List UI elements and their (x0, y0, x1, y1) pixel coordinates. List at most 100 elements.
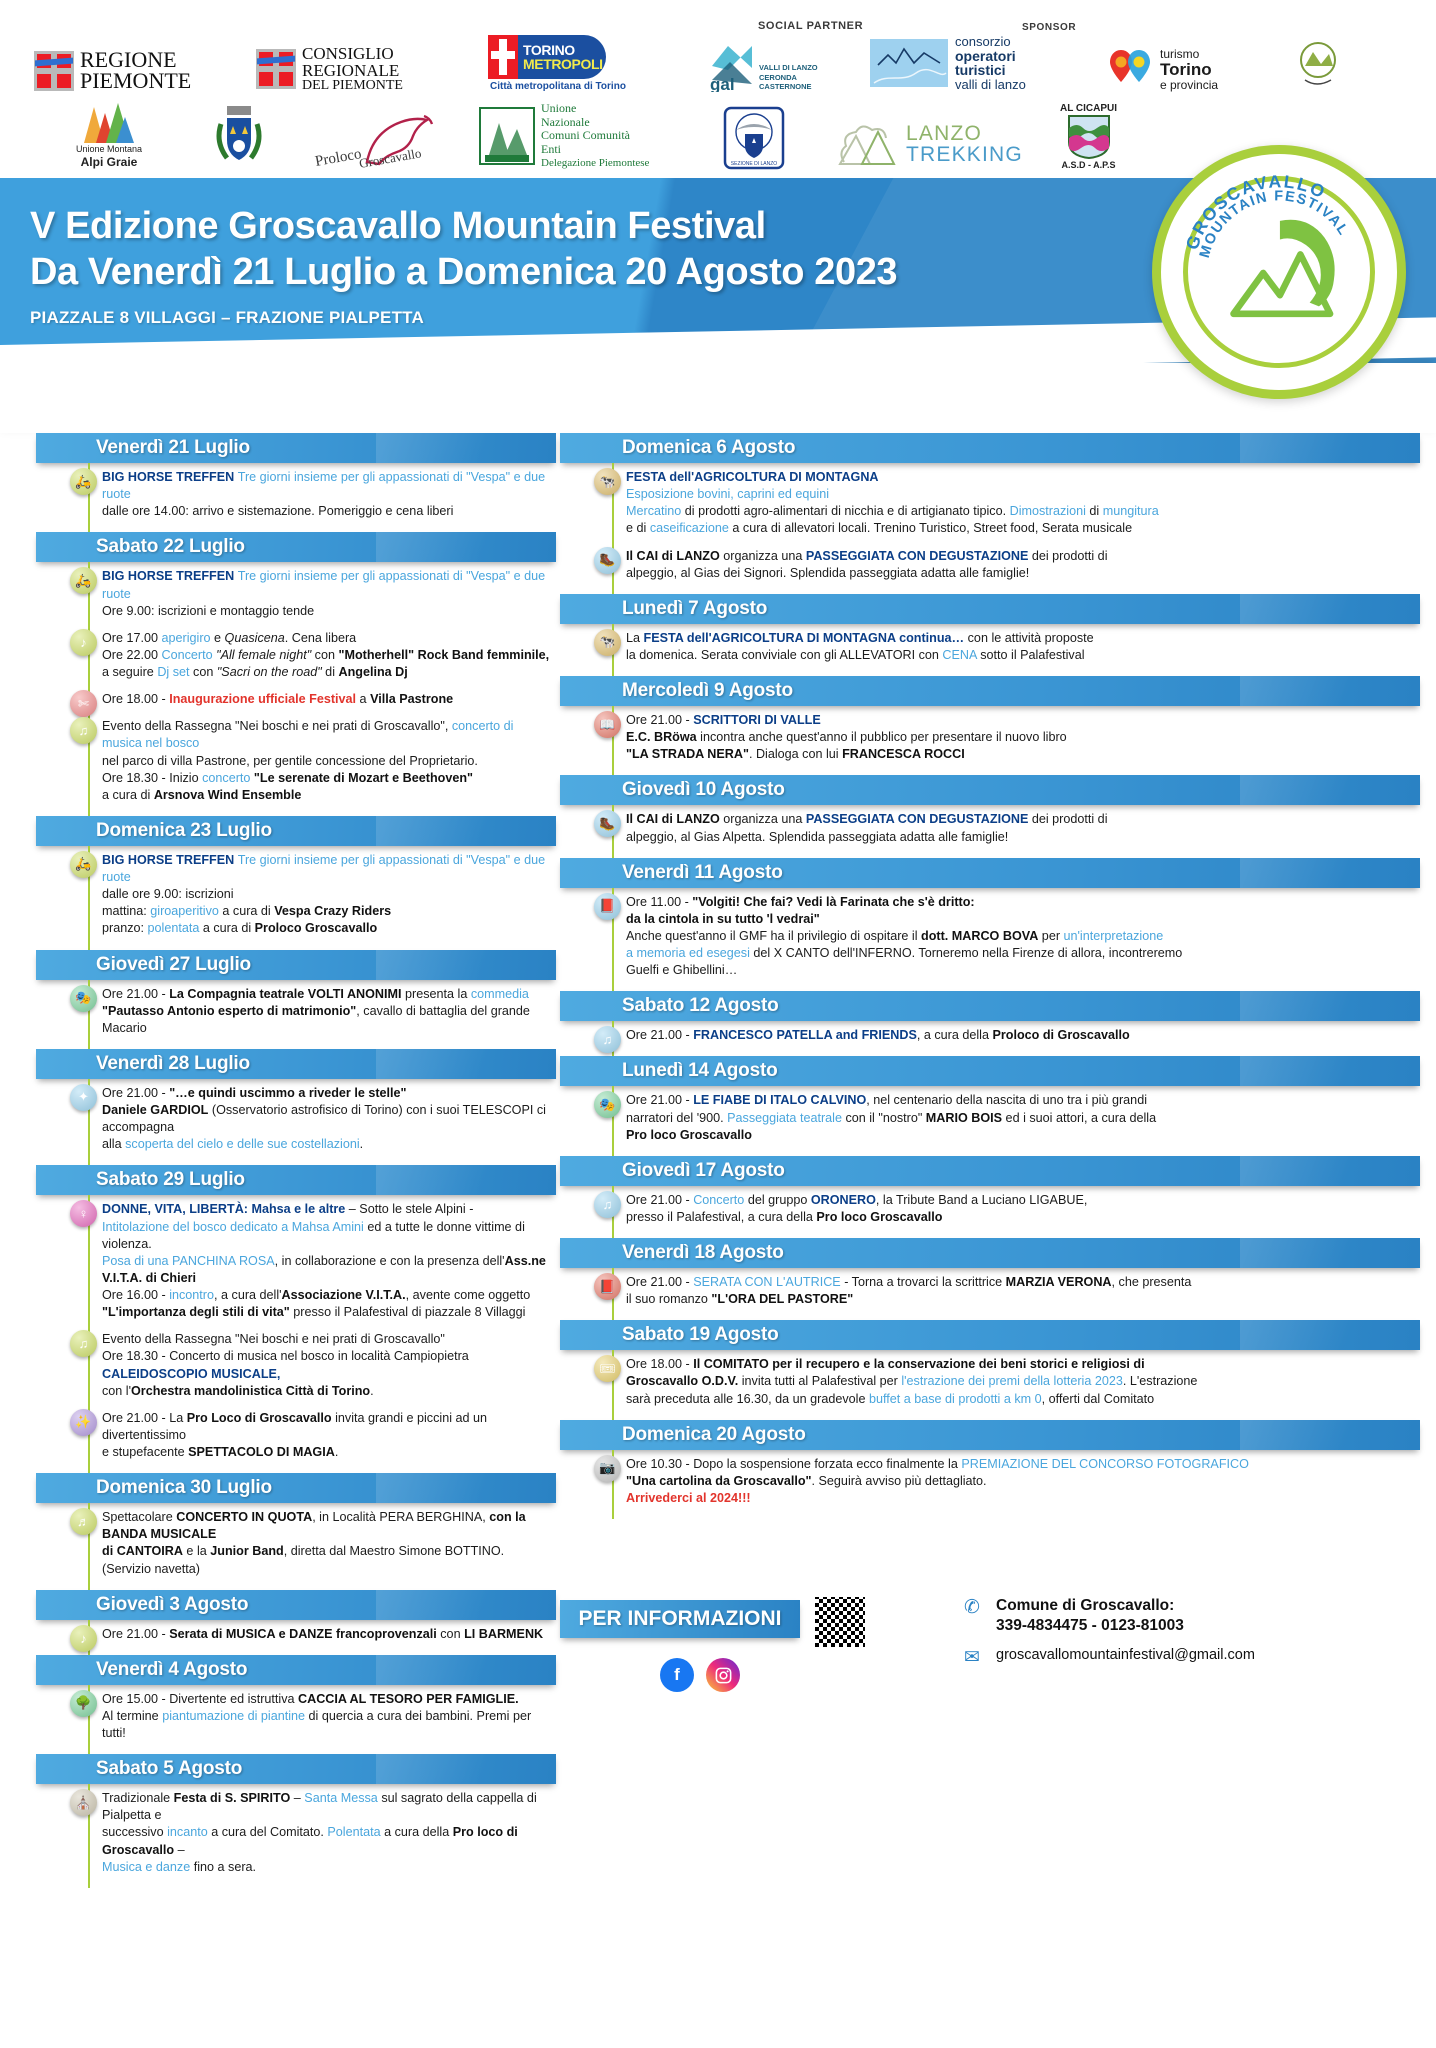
text-run: a cura del Comitato. (211, 1825, 328, 1840)
text-run: . Cena libera (284, 630, 357, 645)
text-run: CONCERTO IN QUOTA (176, 1510, 313, 1525)
text-run: "Sacri on the road" (216, 665, 322, 679)
consiglio-line3: DEL PIEMONTE (302, 77, 403, 93)
day-header-luned-7-agosto: Lunedì 7 Agosto (560, 593, 1420, 624)
text-run: , la Tribute Band a Luciano LIGABUE, (875, 1192, 1088, 1207)
contact-name: Comune di Groscavallo: (996, 1597, 1175, 1614)
text-run: Associazione V.I.T.A. (281, 1288, 406, 1302)
contact-email[interactable]: groscavallomountainfestival@gmail.com (996, 1647, 1255, 1664)
day-label: Venerdì 4 Agosto (96, 1658, 248, 1680)
text-run: Ore 11.00 - (626, 894, 693, 909)
event-text-line: Intitolazione del bosco dedicato a Mahsa… (102, 1219, 556, 1253)
piemonte-shield-icon-2 (256, 49, 296, 90)
text-run: dalle ore 14.00: arrivo e sistemazione. … (102, 504, 454, 519)
uncem-line4: Enti (541, 142, 561, 157)
text-run: sarà preceduta alle 16.30, da un gradevo… (626, 1391, 869, 1406)
regione-piemonte-logo: REGIONE PIEMONTE (34, 49, 224, 92)
piemonte-shield-icon (34, 51, 74, 92)
text-run: a memoria ed esegesi (626, 946, 754, 960)
text-run: caseificazione (649, 521, 733, 536)
event-text-line: Pro loco Groscavallo (626, 1127, 1420, 1144)
text-run: Tre giorni insieme per gli appassionati … (102, 852, 546, 884)
event-text-line: Ore 17.00 aperigiro e Quasicena. Cena li… (102, 630, 556, 647)
text-run: scoperta del cielo e delle sue costellaz… (125, 1137, 360, 1152)
festival-logo-inner-ring (1183, 176, 1375, 368)
text-run: CALEIDOSCOPIO MUSICALE, (102, 1366, 281, 1381)
text-run: da la cintola in su tutto 'l vedrai" (626, 911, 820, 926)
event-text-line: di CANTOIRA e la Junior Band, diretta da… (102, 1543, 556, 1577)
contact-phone[interactable]: 339-4834475 - 0123-81003 (996, 1617, 1184, 1635)
uncem-line2: Nazionale (541, 114, 590, 129)
alpi-graie-peaks-icon (84, 102, 134, 143)
text-run: FRANCESCO PATELLA and FRIENDS (693, 1028, 917, 1043)
text-run: il suo romanzo (626, 1292, 712, 1307)
turismo-line1: turismo (1160, 47, 1200, 62)
text-run: la domenica. Serata conviviale con gli A… (626, 647, 943, 662)
day-label: Domenica 30 Luglio (96, 1477, 272, 1499)
qr-code[interactable] (812, 1594, 868, 1650)
facebook-icon[interactable]: f (660, 1658, 694, 1692)
text-run: ORONERO (810, 1192, 876, 1207)
farm-icon: 🐄 (594, 468, 621, 495)
text-run: SCRITTORI DI VALLE (693, 713, 821, 727)
festival-title-line2: Da Venerdì 21 Luglio a Domenica 20 Agost… (30, 251, 898, 294)
text-run: "Motherhell" (338, 647, 415, 662)
event-entry: 🛵 BIG HORSE TREFFEN Tre giorni insieme pe… (36, 845, 556, 950)
day-header-domenica-23-luglio: Domenica 23 Luglio (36, 815, 556, 846)
event-text-line: Ore 11.00 - "Volgiti! Che fai? Vedi là F… (626, 894, 1420, 911)
event-entry: ♫ Evento della Rassegna "Nei boschi e nei… (36, 712, 556, 816)
dance-icon: ♪ (70, 1624, 97, 1652)
hiking-icon: 🥾 (594, 810, 621, 838)
text-run: di prodotti agro-alimentari di nicchia e… (684, 504, 1010, 519)
day-header-sabato-22-luglio: Sabato 22 Luglio (36, 532, 556, 563)
text-run: Proloco di Groscavallo (992, 1028, 1130, 1043)
event-text-line: dalle ore 14.00: arrivo e sistemazione. … (102, 503, 556, 520)
text-run: Pro Loco di Groscavallo (186, 1410, 332, 1425)
text-run: BIG HORSE TREFFEN (102, 569, 238, 584)
event-timeline-bar (612, 887, 614, 992)
event-text-line: alpeggio, al Gias Alpetta. Splendida pas… (626, 829, 1420, 846)
event-text-line: narratori del '900. Passeggiata teatrale… (626, 1110, 1420, 1127)
svg-text:gal: gal (710, 75, 735, 92)
music-icon: ♫ (594, 1026, 621, 1054)
uncem-line1: Unione (541, 100, 577, 115)
text-run: PASSEGGIATA CON DEGUSTAZIONE (805, 812, 1029, 827)
text-run: Musica e danze (102, 1859, 194, 1874)
sponsor-label: SPONSOR (1022, 22, 1077, 33)
cicapui-line2: A.S.D - A.P.S (1061, 160, 1116, 170)
text-run: FESTA dell'AGRICOLTURA DI MONTAGNA conti… (643, 630, 965, 645)
text-run: Ore 21.00 - La (102, 1410, 187, 1425)
text-run: Ore 21.00 - (626, 1192, 694, 1207)
event-timeline-bar (612, 706, 614, 776)
text-run: FRANCESCA ROCCI (842, 747, 965, 762)
torino-line2: METROPOLI (523, 56, 603, 72)
day-header-gioved-27-luglio: Giovedì 27 Luglio (36, 949, 556, 980)
event-entry: ♬ Spettacolare CONCERTO IN QUOTA, in Loca… (36, 1503, 556, 1590)
day-label: Venerdì 11 Agosto (622, 861, 783, 883)
event-text-line: "Una cartolina da Groscavallo". Seguirà … (626, 1473, 1420, 1490)
text-run: a cura di (102, 787, 154, 802)
day-label: Sabato 19 Agosto (622, 1324, 779, 1346)
instagram-icon[interactable] (706, 1658, 740, 1692)
text-run: Pro loco di Groscavallo (102, 1825, 518, 1857)
phone-icon: ✆ (964, 1597, 980, 1618)
day-label: Giovedì 3 Agosto (96, 1593, 249, 1615)
day-header-venerd-4-agosto: Venerdì 4 Agosto (36, 1654, 556, 1685)
day-label: Domenica 20 Agosto (622, 1423, 806, 1445)
text-run: invita grandi e piccini ad un divertenti… (102, 1410, 488, 1442)
event-text-line: Ore 21.00 - FRANCESCO PATELLA and FRIEND… (626, 1027, 1420, 1044)
event-text-line: e stupefacente SPETTACOLO DI MAGIA. (102, 1444, 556, 1461)
event-text-line: con l'Orchestra mandolinistica Città di … (102, 1383, 556, 1400)
text-run: a (356, 692, 371, 707)
text-run: SPETTACOLO DI MAGIA (188, 1445, 335, 1459)
text-run: Quasicena (224, 630, 285, 645)
text-run: buffet a base di prodotti a km 0 (868, 1391, 1042, 1406)
theatre-icon: 🎭 (594, 1091, 621, 1119)
text-run: , offerti dal Comitato (1041, 1391, 1155, 1406)
cicapui-shield-icon (1067, 115, 1110, 160)
text-run: Ore 21.00 - (626, 713, 694, 727)
text-run: alpeggio, al Gias dei Signori. Splendida… (626, 565, 1030, 580)
event-text-line: Ore 10.30 - Dopo la sospensione forzata … (626, 1456, 1420, 1473)
text-run: di (321, 665, 339, 679)
event-text-line: "Pautasso Antonio esperto di matrimonio"… (102, 1003, 556, 1037)
